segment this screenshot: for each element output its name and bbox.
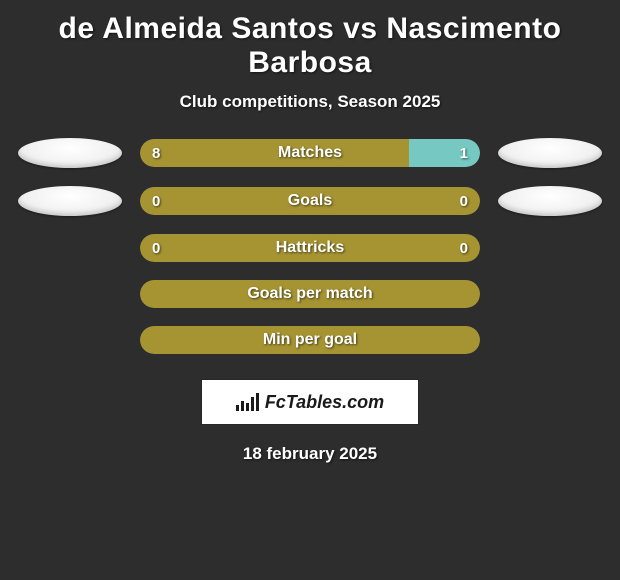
stat-bar: Goals per match	[140, 280, 480, 308]
bar-segment-right	[409, 139, 480, 167]
player-ellipse-icon	[498, 138, 602, 168]
player-ellipse-icon	[18, 138, 122, 168]
left-player-marker	[0, 186, 140, 216]
bar-segment-full	[140, 234, 480, 262]
stat-value-left: 8	[152, 139, 160, 167]
left-player-marker	[0, 138, 140, 168]
date-label: 18 february 2025	[0, 444, 620, 464]
right-player-marker	[480, 186, 620, 216]
bar-segment-full	[140, 326, 480, 354]
bar-segment-full	[140, 187, 480, 215]
stat-value-right: 0	[460, 234, 468, 262]
stat-row: Min per goal	[0, 326, 620, 354]
page-title: de Almeida Santos vs Nascimento Barbosa	[0, 8, 620, 86]
right-player-marker	[480, 138, 620, 168]
player-ellipse-icon	[18, 186, 122, 216]
stat-row: 00Hattricks	[0, 234, 620, 262]
bar-segment-left	[140, 139, 409, 167]
stat-bar: 00Hattricks	[140, 234, 480, 262]
stat-bar: 81Matches	[140, 139, 480, 167]
page-subtitle: Club competitions, Season 2025	[0, 92, 620, 112]
stat-value-left: 0	[152, 187, 160, 215]
stat-row: Goals per match	[0, 280, 620, 308]
stat-rows: 81Matches00Goals00HattricksGoals per mat…	[0, 138, 620, 354]
logo-text: FcTables.com	[265, 392, 384, 413]
stat-bar: Min per goal	[140, 326, 480, 354]
chart-icon	[236, 393, 259, 411]
stat-value-left: 0	[152, 234, 160, 262]
stat-row: 00Goals	[0, 186, 620, 216]
comparison-infographic: de Almeida Santos vs Nascimento Barbosa …	[0, 0, 620, 464]
stat-value-right: 1	[460, 139, 468, 167]
source-logo: FcTables.com	[202, 380, 418, 424]
stat-row: 81Matches	[0, 138, 620, 168]
bar-segment-full	[140, 280, 480, 308]
player-ellipse-icon	[498, 186, 602, 216]
stat-value-right: 0	[460, 187, 468, 215]
stat-bar: 00Goals	[140, 187, 480, 215]
